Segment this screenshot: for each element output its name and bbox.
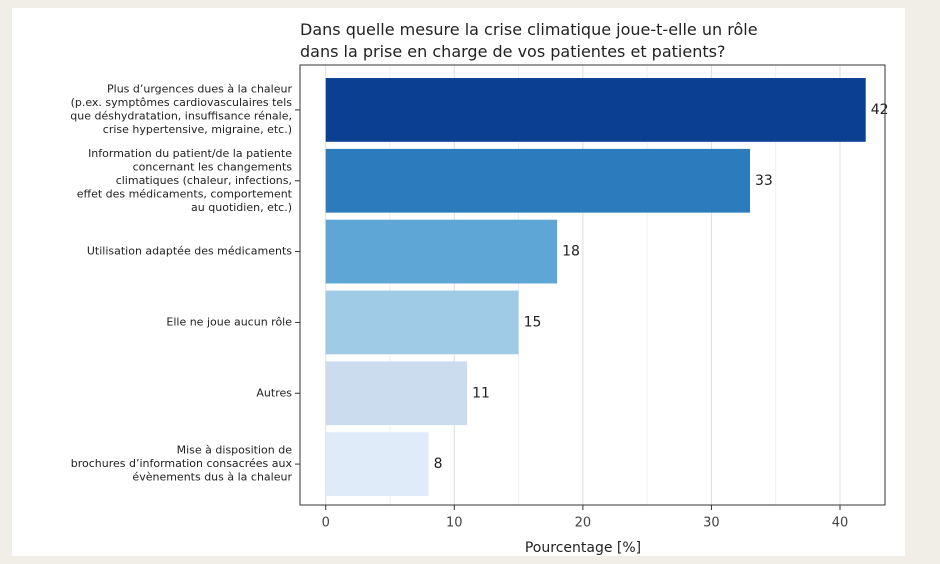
bar bbox=[325, 432, 429, 496]
plot-border bbox=[299, 64, 886, 506]
bar bbox=[325, 78, 866, 142]
x-tick-label: 0 bbox=[322, 516, 330, 531]
y-tick-label: Utilisation adaptée des médicaments bbox=[87, 245, 292, 258]
y-tick-label: Mise à disposition de brochures d’informa… bbox=[71, 444, 293, 484]
y-tick-label: Autres bbox=[256, 386, 292, 399]
value-label: 33 bbox=[755, 173, 773, 189]
bar bbox=[325, 290, 519, 355]
x-tick-label: 20 bbox=[575, 516, 592, 531]
value-label: 18 bbox=[562, 244, 580, 260]
value-label: 42 bbox=[871, 102, 889, 118]
x-tick-label: 10 bbox=[446, 516, 463, 531]
x-tick-label: 40 bbox=[832, 516, 849, 531]
value-label: 11 bbox=[472, 385, 490, 401]
x-tick-label: 30 bbox=[703, 516, 720, 531]
bar bbox=[325, 219, 558, 284]
x-axis-label: Pourcentage [%] bbox=[525, 540, 641, 556]
value-label: 15 bbox=[524, 314, 542, 330]
bar bbox=[325, 148, 750, 213]
y-tick-label: Plus d’urgences dues à la chaleur (p.ex. … bbox=[70, 83, 292, 136]
bar bbox=[325, 361, 468, 426]
y-tick-label: Information du patient/de la patiente con… bbox=[77, 147, 293, 214]
chart-title: Dans quelle mesure la crise climatique j… bbox=[300, 20, 758, 61]
value-label: 8 bbox=[434, 456, 443, 472]
y-tick-label: Elle ne joue aucun rôle bbox=[166, 315, 292, 328]
